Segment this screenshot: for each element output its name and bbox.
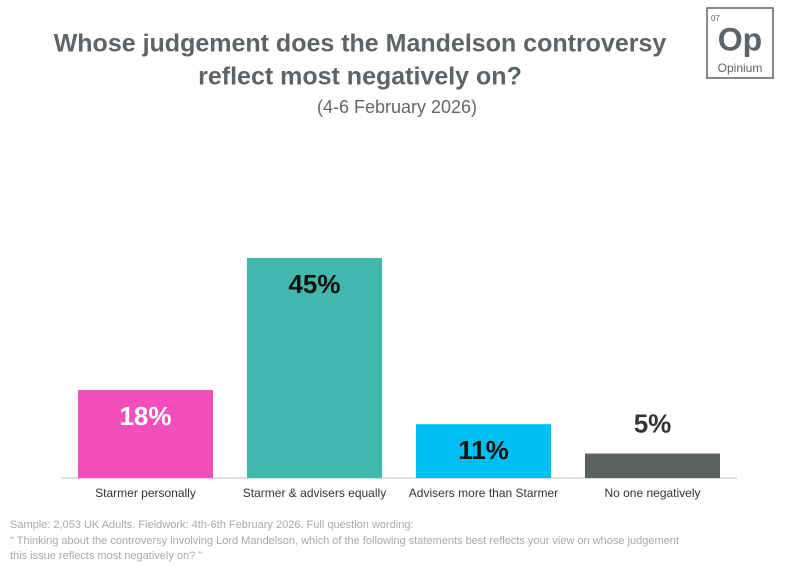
logo-symbol: Op <box>718 21 762 57</box>
x-tick-label: Starmer personally <box>95 486 196 500</box>
data-label: 45% <box>288 269 340 299</box>
data-label: 18% <box>119 401 171 431</box>
x-tick-label: Starmer & advisers equally <box>243 486 386 500</box>
logo-number: 07 <box>711 14 720 23</box>
bar <box>585 453 720 478</box>
bar <box>247 257 382 478</box>
footnote: " Thinking about the controversy involvi… <box>10 535 679 547</box>
x-tick-label: No one negatively <box>604 486 700 500</box>
data-label: 11% <box>458 435 509 465</box>
footnote: this issue reflects most negatively on? … <box>10 550 202 562</box>
logo-box <box>706 7 774 79</box>
bar <box>416 424 551 478</box>
logo-name: Opinium <box>718 61 763 75</box>
chart-title: reflect most negatively on? <box>198 63 522 91</box>
footnote: Sample: 2,053 UK Adults. Fieldwork: 4th-… <box>10 519 414 531</box>
data-label: 5% <box>634 408 672 438</box>
x-tick-label: Advisers more than Starmer <box>409 486 558 500</box>
chart-title: Whose judgement does the Mandelson contr… <box>54 30 667 58</box>
bar <box>78 389 213 478</box>
chart-subtitle: (4-6 February 2026) <box>317 97 477 117</box>
